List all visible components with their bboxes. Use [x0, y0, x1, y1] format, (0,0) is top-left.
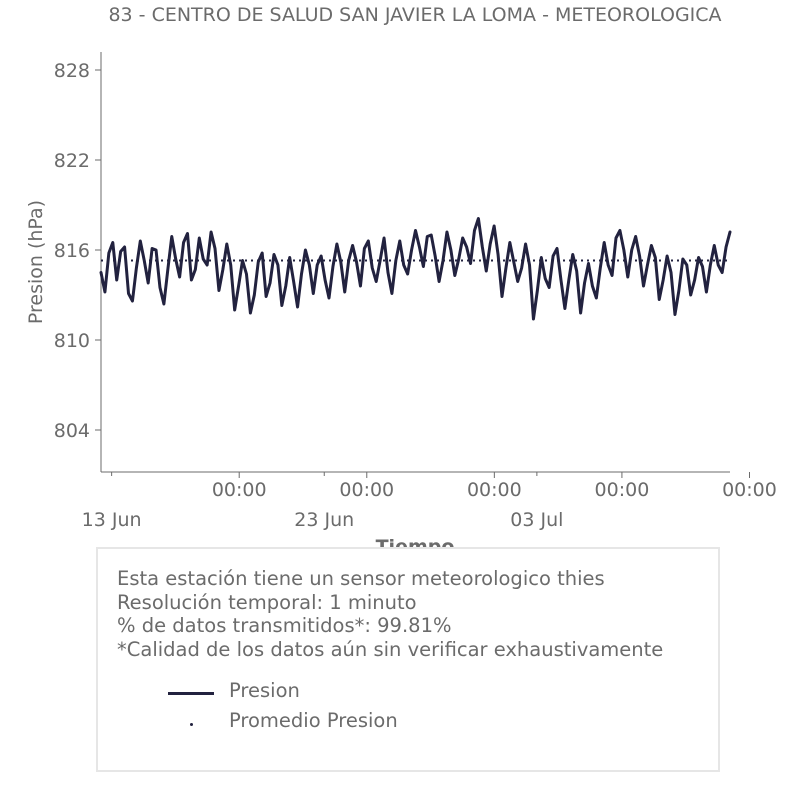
y-tick-label: 816 — [54, 240, 90, 262]
y-tick-label: 828 — [54, 60, 90, 82]
legend-line-swatch — [168, 692, 214, 695]
legend-dot-swatch — [190, 723, 193, 726]
info-resolution: Resolución temporal: 1 minuto — [117, 590, 417, 614]
x-minor-tick-label: 23 Jun — [294, 509, 354, 531]
x-minor-tick-label: 13 Jun — [82, 509, 142, 531]
x-minor-tick-label: 03 Jul — [510, 509, 563, 531]
x-major-tick-label: 00:00 — [339, 479, 394, 501]
x-major-tick-label: 00:00 — [467, 479, 522, 501]
legend-label-promedio: Promedio Presion — [229, 709, 398, 732]
y-tick-label: 810 — [54, 330, 90, 352]
y-axis-label: Presion (hPa) — [25, 200, 47, 324]
info-box: Esta estación tiene un sensor meteorolog… — [96, 547, 720, 772]
y-tick-label: 822 — [54, 150, 90, 172]
series-presion — [99, 217, 732, 321]
info-quality-note: *Calidad de los datos aún sin verificar … — [117, 637, 664, 661]
info-transmitted: % de datos transmitidos*: 99.81% — [117, 614, 452, 637]
x-major-tick-label: 00:00 — [212, 479, 267, 501]
info-text: Esta estación tiene un sensor meteorolog… — [117, 567, 663, 661]
x-major-tick-label: 00:00 — [595, 479, 650, 501]
chart-title: 83 - CENTRO DE SALUD SAN JAVIER LA LOMA … — [108, 4, 721, 26]
info-sensor: Esta estación tiene un sensor meteorolog… — [117, 567, 605, 590]
x-major-tick-label: 00:00 — [722, 479, 777, 501]
legend-label-presion: Presion — [229, 679, 300, 702]
y-tick-label: 804 — [54, 420, 90, 442]
